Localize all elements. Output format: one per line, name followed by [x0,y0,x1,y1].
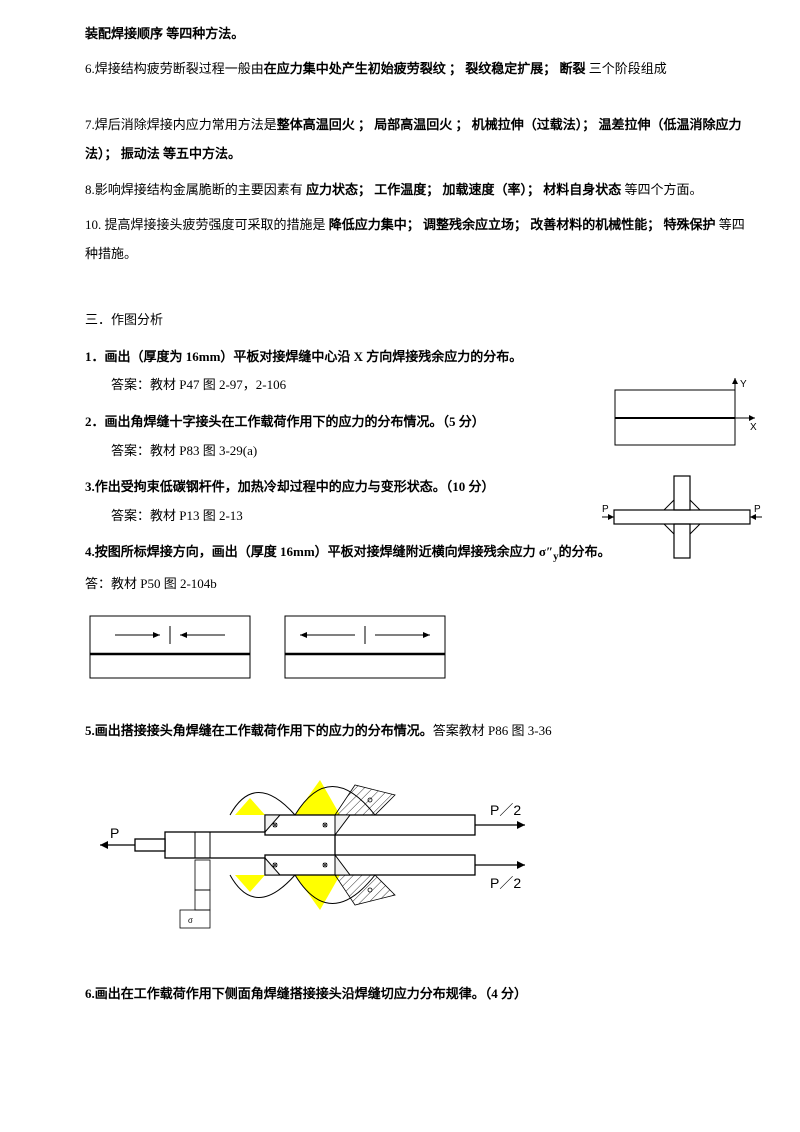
q8-tail: 等四个方面。 [621,182,702,197]
q10-text: 10. 提高焊接接头疲劳强度可采取的措施是 [85,217,329,232]
s3-q5-a: 5.画出搭接接头角焊缝在工作载荷作用下的应力的分布情况。 [85,723,433,738]
q6: 6.焊接结构疲劳断裂过程一般由在应力集中处产生初始疲劳裂纹 ； 裂纹稳定扩展； … [85,55,750,84]
sigma-label: σ [188,916,193,925]
section3-title: 三．作图分析 [85,306,750,335]
p2-label-bottom: P／2 [490,875,521,891]
s3-q1: 1．画出（厚度为 16mm）平板对接焊缝中心沿 X 方向焊接残余应力的分布。 [85,343,750,372]
p-right: P [754,504,761,515]
x-label: X [750,422,757,433]
diagram-xy-axes: Y X [610,378,760,469]
y-label: Y [740,379,747,390]
page: 装配焊接顺序 等四种方法。 6.焊接结构疲劳断裂过程一般由在应力集中处产生初始疲… [0,0,800,1132]
xy-svg: Y X [610,378,760,458]
diagram-lap-joint: σ P P／2 P／2 [95,760,750,961]
cross-svg: P P [602,470,762,565]
intro-line: 装配焊接顺序 等四种方法。 [85,20,750,49]
q10: 10. 提高焊接接头疲劳强度可采取的措施是 降低应力集中； 调整残余应立场； 改… [85,211,750,268]
q6-text: 6.焊接结构疲劳断裂过程一般由 [85,61,264,76]
p-label-left: P [110,825,119,841]
q7: 7.焊后消除焊接内应力常用方法是整体高温回火 ； 局部高温回火 ； 机械拉伸（过… [85,111,750,168]
q8: 8.影响焊接结构金属脆断的主要因素有 应力状态； 工作温度； 加载速度（率）； … [85,176,750,205]
weld-direction-diagrams [85,608,750,699]
s3-q5: 5.画出搭接接头角焊缝在工作载荷作用下的应力的分布情况。答案教材 P86 图 3… [85,717,750,746]
s3-q4-a: 4.按图所标焊接方向，画出（厚度 16mm）平板对接焊缝附近横向焊接残余应力 σ… [85,544,553,559]
weld-dir-svg [85,608,465,688]
q8-bold: 应力状态； 工作温度； 加载速度（率）； 材料自身状态 [306,182,621,197]
q6-bold: 在应力集中处产生初始疲劳裂纹 ； 裂纹稳定扩展； 断裂 [264,61,586,76]
diagram-cross-joint: P P [602,470,762,576]
s3-q6: 6.画出在工作载荷作用下侧面角焊缝搭接接头沿焊缝切应力分布规律。（4 分） [85,980,750,1009]
q7-text: 7.焊后消除焊接内应力常用方法是 [85,117,277,132]
q6-tail: 三个阶段组成 [586,61,667,76]
q8-text: 8.影响焊接结构金属脆断的主要因素有 [85,182,306,197]
lap-svg: σ P P／2 P／2 [95,760,565,950]
q10-bold: 降低应力集中； 调整残余应立场； 改善材料的机械性能； 特殊保护 [329,217,716,232]
p2-label-top: P／2 [490,802,521,818]
p-left: P [602,504,609,515]
intro-bold: 装配焊接顺序 等四种方法。 [85,26,244,41]
s3-q5-b: 答案教材 P86 图 3-36 [433,723,552,738]
